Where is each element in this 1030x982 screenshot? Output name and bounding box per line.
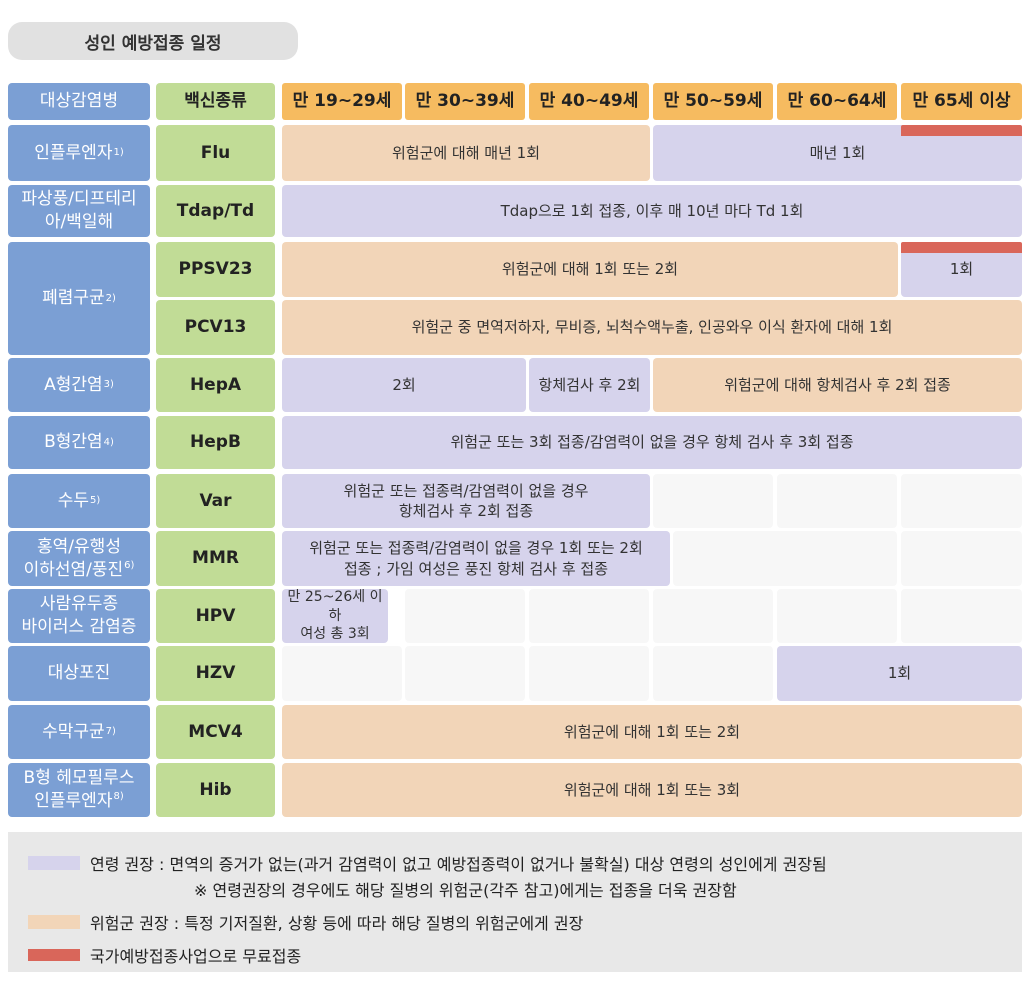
legend-swatch-red — [28, 949, 80, 961]
flu-free-bar — [901, 125, 1022, 136]
hzv-empty-30-39 — [405, 646, 525, 701]
header-age-60-64: 만 60~64세 — [777, 83, 897, 120]
disease-pneumococcal: 폐렴구균 2) — [8, 242, 150, 355]
mmr-empty-65-plus — [901, 531, 1022, 586]
header-age-65-plus: 만 65세 이상 — [901, 83, 1022, 120]
header-age-30-39: 만 30~39세 — [405, 83, 525, 120]
disease-hepatitis-a: A형간염 3) — [8, 358, 150, 412]
hepa-age-cell: 2회 — [282, 358, 526, 412]
var-empty-65-plus — [901, 474, 1022, 528]
legend-swatch-purple — [28, 856, 80, 870]
vaccine-hepa: HepA — [156, 358, 275, 412]
vaccine-hib: Hib — [156, 763, 275, 817]
mmr-empty-60-64 — [673, 531, 897, 586]
mcv4-risk-cell: 위험군에 대해 1회 또는 2회 — [282, 705, 1022, 759]
legend-age-text: 연령 권장 : 면역의 증거가 없는(과거 감염력이 없고 예방접종력이 없거나… — [90, 855, 827, 874]
hzv-empty-50-59 — [653, 646, 773, 701]
mmr-age-cell: 위험군 또는 접종력/감염력이 없을 경우 1회 또는 2회 접종 ; 가임 여성… — [282, 531, 670, 586]
disease-hpv: 사람유두종 바이러스 감염증 — [8, 589, 150, 643]
legend: 연령 권장 : 면역의 증거가 없는(과거 감염력이 없고 예방접종력이 없거나… — [8, 832, 1022, 972]
disease-hib: B형 헤모필루스 인플루엔자8) — [8, 763, 150, 817]
hzv-empty-40-49 — [529, 646, 649, 701]
var-empty-60-64 — [777, 474, 897, 528]
var-age-cell: 위험군 또는 접종력/감염력이 없을 경우 항체검사 후 2회 접종 — [282, 474, 650, 528]
tdap-age-cell: Tdap으로 1회 접종, 이후 매 10년 마다 Td 1회 — [282, 185, 1022, 237]
legend-age-note-text: ※ 연령권장의 경우에도 해당 질병의 위험군(각주 참고)에게는 접종을 더욱… — [194, 881, 737, 900]
header-age-40-49: 만 40~49세 — [529, 83, 649, 120]
hepb-age-cell: 위험군 또는 3회 접종/감염력이 없을 경우 항체 검사 후 3회 접종 — [282, 416, 1022, 469]
hpv-empty-30-39 — [405, 589, 525, 643]
hepa-risk-cell: 위험군에 대해 항체검사 후 2회 접종 — [653, 358, 1022, 412]
ppsv23-risk-cell: 위험군에 대해 1회 또는 2회 — [282, 242, 898, 297]
vaccine-hzv: HZV — [156, 646, 275, 701]
legend-swatch-peach — [28, 915, 80, 929]
var-empty-50-59 — [653, 474, 773, 528]
disease-hepatitis-b: B형간염 4) — [8, 416, 150, 469]
legend-free-text: 국가예방접종사업으로 무료접종 — [90, 947, 302, 966]
disease-herpes-zoster: 대상포진 — [8, 646, 150, 701]
disease-varicella: 수두 5) — [8, 474, 150, 528]
vaccine-flu: Flu — [156, 125, 275, 181]
disease-influenza: 인플루엔자 1) — [8, 125, 150, 181]
vaccine-hpv: HPV — [156, 589, 275, 643]
header-vaccine: 백신종류 — [156, 83, 275, 120]
vaccine-mmr: MMR — [156, 531, 275, 586]
hpv-empty-40-49 — [529, 589, 649, 643]
legend-free-program: 국가예방접종사업으로 무료접종 — [28, 943, 301, 967]
legend-risk-recommend: 위험군 권장 : 특정 기저질환, 상황 등에 따라 해당 질병의 위험군에게 … — [28, 910, 583, 934]
vaccine-var: Var — [156, 474, 275, 528]
vaccine-mcv4: MCV4 — [156, 705, 275, 759]
flu-risk-cell: 위험군에 대해 매년 1회 — [282, 125, 650, 181]
hzv-empty-19-29 — [282, 646, 402, 701]
hpv-empty-65-plus — [901, 589, 1022, 643]
legend-risk-text: 위험군 권장 : 특정 기저질환, 상황 등에 따라 해당 질병의 위험군에게 … — [90, 914, 584, 933]
header-age-50-59: 만 50~59세 — [653, 83, 773, 120]
header-disease: 대상감염병 — [8, 83, 150, 120]
hpv-age-cell: 만 25~26세 이하 여성 총 3회 — [282, 589, 388, 643]
vaccine-ppsv23: PPSV23 — [156, 242, 275, 297]
legend-age-recommend: 연령 권장 : 면역의 증거가 없는(과거 감염력이 없고 예방접종력이 없거나… — [28, 851, 827, 875]
header-age-19-29: 만 19~29세 — [282, 83, 402, 120]
vaccine-hepb: HepB — [156, 416, 275, 469]
disease-mmr: 홍역/유행성 이하선염/풍진6) — [8, 531, 150, 586]
hzv-age-cell: 1회 — [777, 646, 1022, 701]
page-title: 성인 예방접종 일정 — [8, 22, 298, 60]
hepa-antibody-cell: 항체검사 후 2회 — [529, 358, 650, 412]
disease-meningococcal: 수막구균 7) — [8, 705, 150, 759]
legend-age-note: ※ 연령권장의 경우에도 해당 질병의 위험군(각주 참고)에게는 접종을 더욱… — [194, 877, 737, 901]
pcv13-risk-cell: 위험군 중 면역저하자, 무비증, 뇌척수액누출, 인공와우 이식 환자에 대해… — [282, 300, 1022, 355]
vaccine-tdap: Tdap/Td — [156, 185, 275, 237]
hib-risk-cell: 위험군에 대해 1회 또는 3회 — [282, 763, 1022, 817]
ppsv23-free-bar — [901, 242, 1022, 253]
hpv-empty-50-59 — [653, 589, 773, 643]
disease-tdap: 파상풍/디프테리 아/백일해 — [8, 185, 150, 237]
hpv-empty-60-64 — [777, 589, 897, 643]
vaccine-pcv13: PCV13 — [156, 300, 275, 355]
